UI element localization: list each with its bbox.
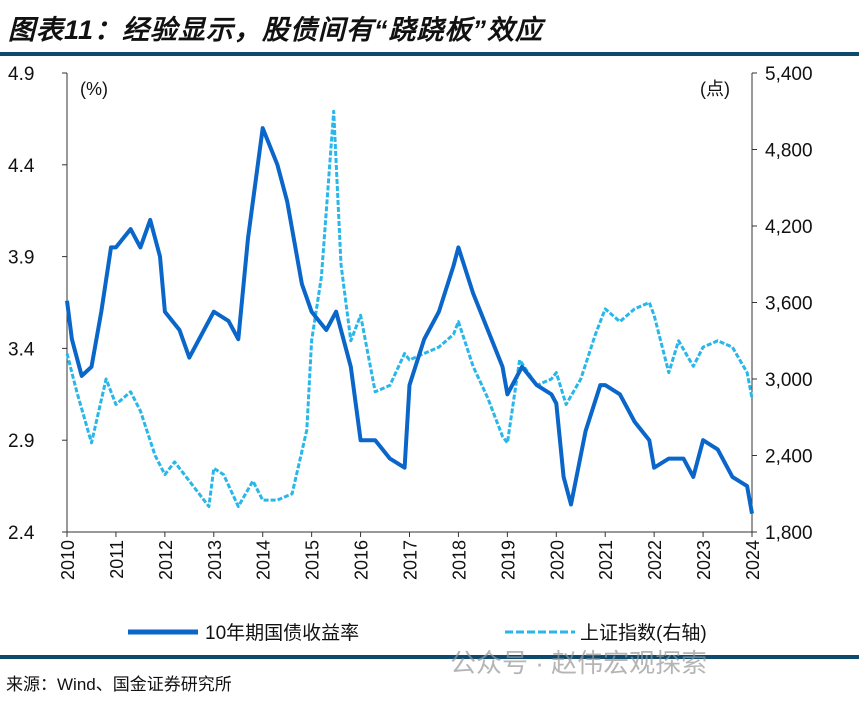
title-rule [0,52,859,56]
left-tick-label: 4.9 [8,64,34,85]
sse-index-line [65,109,754,508]
x-tick-label: 2018 [449,540,469,580]
x-tick-label: 2016 [352,540,372,580]
x-tick-label: 2013 [205,540,225,580]
right-tick-label: 5,400 [765,64,813,85]
x-tick-label: 2011 [107,540,127,579]
right-tick-label: 2,400 [765,447,813,468]
x-tick-label: 2020 [547,540,567,580]
footer-rule [0,655,859,659]
x-tick-label: 2017 [401,540,421,580]
legend-label-bond-yield: 10年期国债收益率 [205,622,359,644]
right-tick-label: 3,600 [765,294,813,315]
source-note: 来源：Wind、国金证券研究所 [6,675,232,694]
bond-yield-line [65,126,754,514]
x-tick-label: 2010 [58,540,78,580]
right-tick-label: 4,800 [765,141,813,162]
right-axis-unit: (点) [700,79,730,99]
x-tick-label: 2015 [303,540,323,580]
x-tick-label: 2012 [156,540,176,580]
x-tick-label: 2022 [645,540,665,580]
left-tick-label: 2.9 [8,431,34,452]
x-tick-label: 2021 [596,540,616,580]
right-tick-label: 3,000 [765,370,813,391]
figure-title: 图表11：经验显示，股债间有“跷跷板”效应 [8,15,544,45]
left-tick-label: 3.4 [8,339,35,360]
left-axis-unit: (%) [80,79,108,99]
watermark: 公众号 · 赵伟宏观探索 [450,648,708,678]
chart: 2.4 2.9 3.4 3.9 4.4 4.9 1,800 2,400 3,000 3,600 4,… [8,64,813,644]
x-tick-label: 2023 [694,540,714,580]
x-tick-label: 2014 [254,540,274,580]
x-tick-label: 2024 [743,540,763,580]
legend-label-sse-index: 上证指数(右轴) [580,622,707,644]
right-tick-label: 1,800 [765,523,813,544]
left-tick-label: 2.4 [8,523,35,544]
left-tick-label: 3.9 [8,248,34,269]
x-tick-label: 2019 [498,540,518,580]
left-tick-label: 4.4 [8,156,35,177]
right-tick-label: 4,200 [765,217,813,238]
